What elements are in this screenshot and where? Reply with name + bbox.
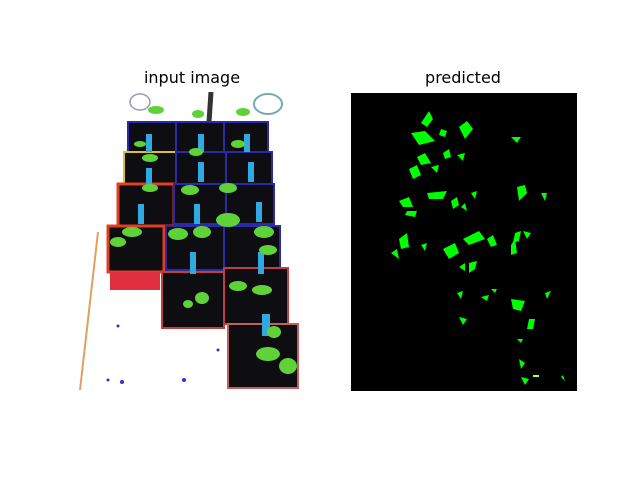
input-image-title: input image — [143, 68, 241, 87]
predicted-title: predicted — [425, 68, 501, 87]
input-image-photo — [78, 92, 304, 392]
predicted-mask — [351, 93, 577, 391]
